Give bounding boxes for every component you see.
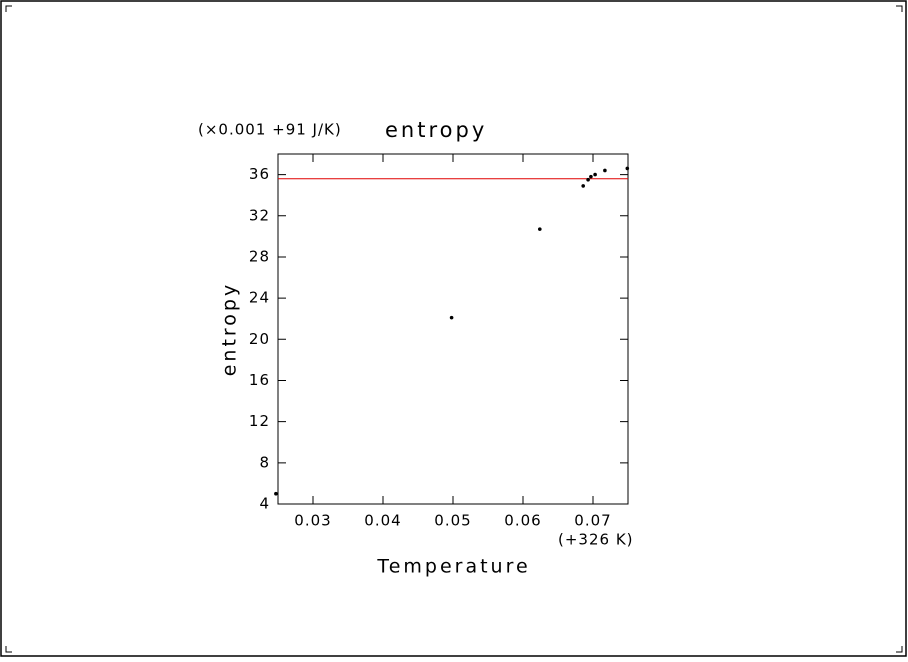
point <box>581 184 585 188</box>
y-tick-label: 36 <box>249 165 270 183</box>
x-tick-label: 0.06 <box>504 512 541 530</box>
point <box>586 177 590 182</box>
x-tick-label: 0.03 <box>294 512 331 530</box>
x-tick-label: 0.05 <box>434 512 471 530</box>
y-tick-label: 20 <box>249 330 270 348</box>
chart-title: entropy <box>385 118 487 142</box>
point <box>593 172 597 177</box>
y-axis-label: entropy <box>219 282 241 377</box>
x-axis-label: Temperature <box>376 556 530 578</box>
y-tick-label: 24 <box>249 289 270 307</box>
y-tick-label: 4 <box>259 495 270 513</box>
x-offset-label: (+326 K) <box>558 531 634 549</box>
y-tick-label: 28 <box>249 247 270 265</box>
point <box>274 491 278 496</box>
x-tick-label: 0.04 <box>364 512 401 530</box>
point <box>625 166 630 171</box>
point <box>449 315 454 320</box>
y-offset-label: (×0.001 +91 J/K) <box>198 121 342 139</box>
y-tick-label: 16 <box>249 371 270 389</box>
y-tick-label: 32 <box>249 206 270 224</box>
point <box>538 227 542 231</box>
point <box>603 168 607 173</box>
corner-marks <box>5 5 903 653</box>
plot-border <box>277 153 629 505</box>
y-tick-label: 12 <box>249 412 270 430</box>
y-tick-label: 8 <box>259 453 270 471</box>
x-tick-label: 0.07 <box>574 512 611 530</box>
point <box>589 174 593 179</box>
